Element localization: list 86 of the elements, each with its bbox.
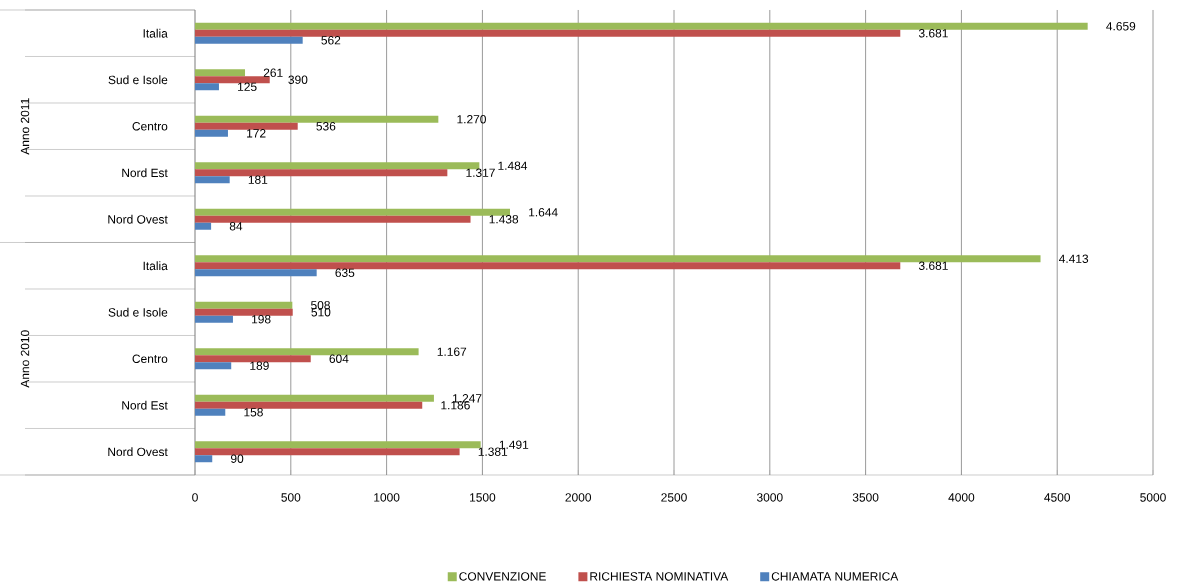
x-tick-label: 0: [192, 493, 198, 502]
bar: [195, 29, 901, 37]
x-tick-label: 3000: [756, 493, 783, 502]
y-tick-label: Centro: [132, 122, 168, 131]
y-tick-label: Nord Ovest: [108, 214, 168, 224]
data-label: 508: [311, 301, 330, 310]
data-label: 510: [311, 308, 331, 317]
bar: [195, 348, 419, 356]
bar: [195, 215, 471, 223]
bar: [195, 255, 1041, 263]
bar: [195, 362, 232, 370]
y-tick-label: Italia: [143, 261, 168, 271]
bar: [195, 83, 219, 91]
bar: [195, 22, 1088, 30]
data-label: 1.186: [441, 401, 470, 410]
text: Anno 2010: [20, 330, 30, 388]
bar: [195, 355, 311, 363]
bar: [195, 36, 303, 44]
y-tick-label: Sud e Isole: [108, 307, 168, 317]
bar: [195, 122, 298, 130]
data-label: 1.381: [478, 447, 508, 456]
bar: [195, 448, 460, 456]
bar: [195, 455, 213, 463]
x-tick-label: 5000: [1140, 493, 1166, 502]
data-label: 1.484: [498, 161, 528, 170]
bar: [195, 308, 293, 316]
bar: [195, 169, 448, 177]
data-label: 90: [231, 454, 244, 463]
bar: [195, 129, 228, 137]
data-label: 635: [335, 268, 355, 277]
bar: [195, 222, 212, 230]
bar: [195, 176, 230, 184]
x-tick-label: 1500: [470, 493, 496, 502]
data-label: 172: [247, 129, 266, 138]
data-label: 1.317: [466, 168, 495, 177]
x-tick-label: 2500: [661, 493, 687, 502]
x-tick-label: 1000: [374, 493, 400, 502]
x-tick-label: 3500: [852, 493, 879, 502]
bar: [195, 162, 480, 170]
data-label: 1.491: [499, 440, 529, 449]
data-label: 604: [329, 354, 349, 363]
data-label: 261: [263, 68, 283, 77]
y-tick-label: Centro: [132, 354, 168, 363]
bar: [195, 208, 510, 216]
data-label: 189: [250, 361, 269, 370]
y-tick-label: Italia: [143, 28, 168, 38]
data-label: 84: [229, 222, 243, 231]
data-label: 198: [252, 315, 271, 324]
bar: [195, 315, 233, 323]
data-label: 1.270: [457, 115, 486, 124]
bar: [195, 269, 317, 277]
data-label: 1.167: [437, 347, 467, 356]
bar: [195, 262, 901, 270]
y-tick-label: Nord Est: [122, 168, 168, 178]
bar: [195, 401, 423, 409]
data-label: 181: [248, 175, 268, 184]
bar: [195, 69, 246, 77]
x-tick-label: 2000: [565, 493, 592, 502]
data-label: 390: [288, 75, 308, 84]
data-label: 158: [244, 408, 263, 417]
bar: [195, 115, 439, 123]
text: Anno 2011: [20, 98, 30, 155]
data-label: 562: [321, 36, 341, 45]
bar: [195, 394, 434, 402]
x-tick-label: 500: [281, 493, 301, 502]
legend-label: RICHIESTA NOMINATIVA: [590, 572, 729, 581]
data-label: 125: [238, 82, 257, 91]
x-tick-label: 4500: [1044, 493, 1071, 502]
bar: [195, 76, 270, 84]
data-label: 536: [316, 122, 336, 131]
x-tick-label: 4000: [948, 493, 975, 502]
y-tick-label: Sud e Isole: [108, 75, 168, 85]
data-label: 4.659: [1106, 22, 1136, 31]
y-tick-label: Nord Est: [122, 400, 168, 410]
legend-label: CHIAMATA NUMERICA: [771, 572, 899, 581]
data-label: 3.681: [918, 261, 948, 270]
legend-label: CONVENZIONE: [459, 572, 546, 581]
data-label: 1.247: [453, 394, 482, 403]
data-label: 1.438: [489, 215, 519, 224]
bar: [195, 301, 293, 309]
data-label: 3.681: [918, 29, 948, 38]
data-label: 4.413: [1059, 254, 1089, 263]
y-tick-label: Nord Ovest: [108, 447, 168, 457]
data-label: 1.644: [529, 208, 558, 217]
bar: [195, 408, 226, 416]
bar: [195, 441, 481, 449]
